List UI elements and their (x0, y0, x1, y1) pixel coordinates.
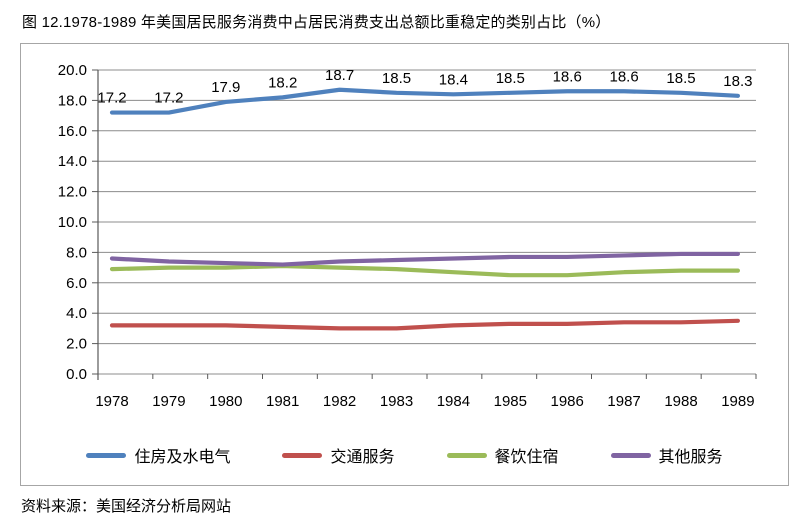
svg-text:17.2: 17.2 (97, 90, 126, 107)
legend-label: 餐饮住宿 (494, 449, 559, 466)
legend-label: 交通服务 (330, 449, 395, 466)
svg-text:17.9: 17.9 (211, 79, 240, 96)
chart-legend: 住房及水电气 交通服务 餐饮住宿 其他服务 (21, 438, 788, 472)
svg-text:1983: 1983 (380, 393, 413, 410)
legend-label: 其他服务 (658, 449, 723, 466)
legend-item-housing: 住房及水电气 (86, 443, 230, 467)
svg-text:1984: 1984 (437, 393, 470, 410)
svg-text:20.0: 20.0 (58, 62, 87, 79)
svg-text:4.0: 4.0 (66, 305, 87, 322)
svg-text:18.4: 18.4 (439, 71, 468, 88)
svg-text:1980: 1980 (209, 393, 242, 410)
legend-line-swatch (446, 452, 487, 458)
svg-text:18.5: 18.5 (496, 70, 525, 87)
chart-frame: 0.0 2.0 4.0 6.0 8.0 10.0 12.0 14.0 16.0 18.0 20.0 1… (20, 43, 789, 486)
svg-text:18.2: 18.2 (268, 74, 297, 91)
legend-line-swatch (86, 452, 127, 458)
svg-text:6.0: 6.0 (66, 275, 87, 292)
legend-line-swatch (610, 452, 651, 458)
svg-text:18.0: 18.0 (58, 92, 87, 109)
source-note: 资料来源：美国经济分析局网站 (21, 498, 232, 515)
svg-text:12.0: 12.0 (58, 184, 87, 201)
svg-text:1978: 1978 (95, 393, 128, 410)
legend-item-food-lodging: 餐饮住宿 (446, 443, 559, 467)
svg-text:14.0: 14.0 (58, 153, 87, 170)
legend-line-swatch (282, 452, 323, 458)
svg-text:1987: 1987 (607, 393, 640, 410)
svg-text:1988: 1988 (664, 393, 697, 410)
svg-text:1989: 1989 (721, 393, 754, 410)
legend-item-transport: 交通服务 (282, 443, 395, 467)
svg-text:8.0: 8.0 (66, 244, 87, 261)
svg-text:0.0: 0.0 (66, 366, 87, 383)
svg-text:18.5: 18.5 (382, 70, 411, 87)
chart-title: 图 12.1978-1989 年美国居民服务消费中占居民消费支出总额比重稳定的类… (22, 14, 611, 31)
svg-text:10.0: 10.0 (58, 214, 87, 231)
svg-text:2.0: 2.0 (66, 336, 87, 353)
legend-label: 住房及水电气 (134, 449, 231, 466)
svg-text:1979: 1979 (152, 393, 185, 410)
svg-text:18.6: 18.6 (553, 68, 582, 85)
svg-text:1982: 1982 (323, 393, 356, 410)
svg-text:18.5: 18.5 (666, 70, 695, 87)
svg-text:16.0: 16.0 (58, 123, 87, 140)
svg-text:1981: 1981 (266, 393, 299, 410)
svg-text:1986: 1986 (551, 393, 584, 410)
legend-item-other-services: 其他服务 (610, 443, 723, 467)
svg-text:18.7: 18.7 (325, 67, 354, 84)
chart-canvas: 0.0 2.0 4.0 6.0 8.0 10.0 12.0 14.0 16.0 18.0 20.0 1… (58, 62, 757, 410)
svg-text:17.2: 17.2 (154, 90, 183, 107)
svg-text:18.6: 18.6 (609, 68, 638, 85)
svg-text:1985: 1985 (494, 393, 527, 410)
svg-text:18.3: 18.3 (723, 73, 752, 90)
